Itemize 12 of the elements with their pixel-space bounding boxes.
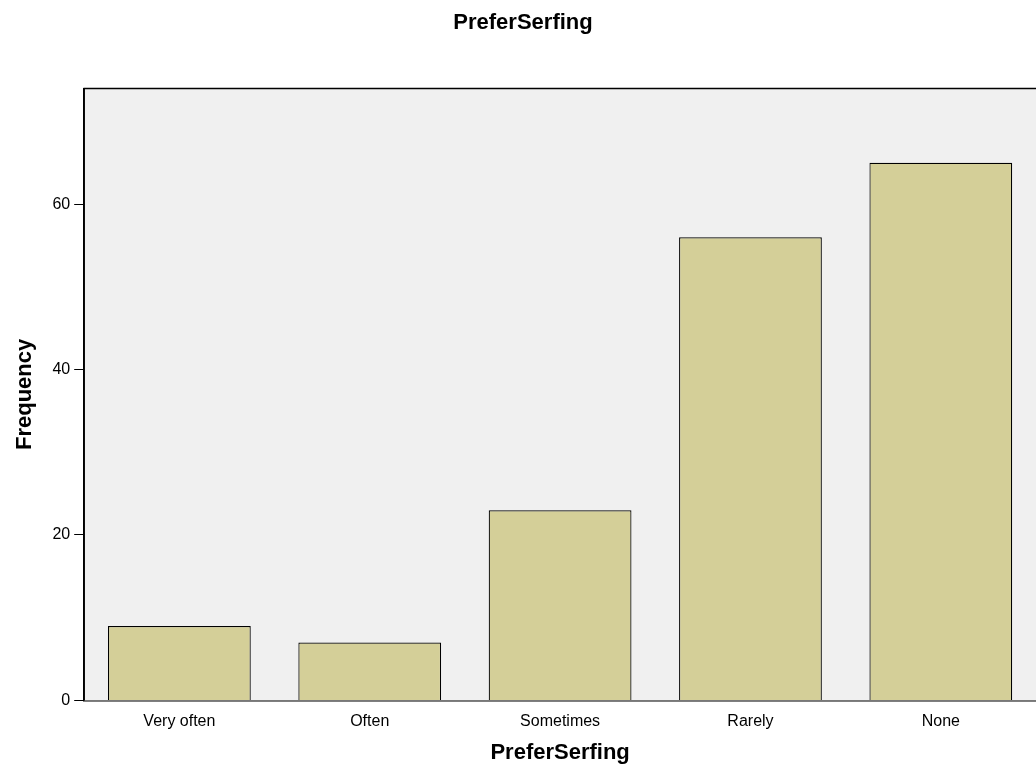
y-axis-title: Frequency: [11, 338, 37, 451]
y-tick-label: 60: [52, 194, 71, 212]
x-axis-title: PreferSerfing: [490, 738, 630, 764]
chart-title: PreferSerfing: [453, 9, 593, 35]
y-tick-label: 40: [52, 360, 71, 377]
y-tick-label: 20: [52, 525, 71, 543]
x-tick-label: Often: [350, 712, 390, 730]
x-tick-label: None: [921, 712, 961, 730]
x-tick-label: Rarely: [727, 712, 774, 730]
x-tick-label: Very often: [143, 712, 216, 730]
y-tick-label: 0: [61, 690, 71, 708]
x-tick-label: Sometimes: [520, 712, 601, 730]
